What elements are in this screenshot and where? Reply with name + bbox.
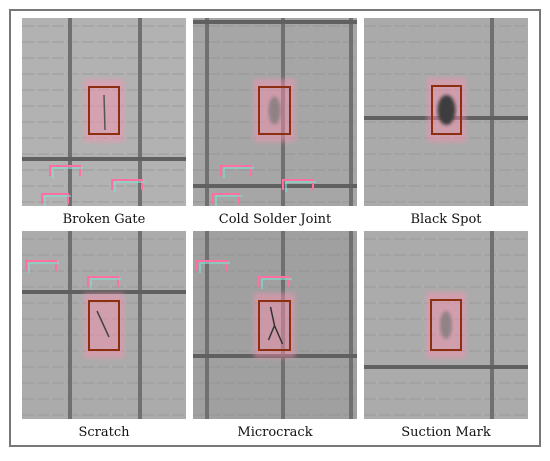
busbar: [68, 231, 72, 419]
small-box: [41, 193, 69, 204]
small-box: [258, 276, 290, 287]
panel: [22, 231, 186, 419]
frame: [9, 9, 541, 447]
defect: [103, 94, 106, 131]
busbar: [193, 184, 357, 188]
busbar: [205, 18, 209, 206]
small-box: [44, 195, 71, 206]
small-box: [285, 181, 316, 192]
small-box: [215, 195, 242, 206]
detection-box: [431, 85, 462, 135]
caption: Broken Gate: [63, 212, 146, 227]
busbar: [22, 290, 186, 294]
busbar: [205, 231, 209, 419]
small-box: [111, 179, 143, 190]
detection-box: [258, 300, 291, 351]
small-box: [87, 276, 119, 287]
defect: [268, 96, 281, 125]
small-box: [282, 179, 314, 190]
defect: [267, 306, 284, 345]
small-box: [199, 262, 230, 273]
defect: [440, 311, 452, 339]
small-box: [49, 165, 81, 176]
small-box: [223, 167, 254, 178]
panel: [364, 231, 528, 419]
panel: [193, 231, 357, 419]
caption: Suction Mark: [401, 425, 491, 440]
defect: [96, 310, 110, 338]
detection-box: [88, 300, 120, 351]
panel: [364, 18, 528, 206]
busbar: [349, 231, 353, 419]
detection-box: [258, 86, 291, 135]
caption: Cold Solder Joint: [219, 212, 332, 227]
busbar: [68, 18, 72, 206]
panel: [22, 18, 186, 206]
caption: Microcrack: [237, 425, 312, 440]
busbar: [490, 18, 494, 206]
busbar: [138, 231, 142, 419]
small-box: [114, 181, 145, 192]
busbar: [22, 157, 186, 161]
small-box: [52, 167, 83, 178]
defect: [437, 95, 456, 125]
small-box: [90, 278, 121, 289]
small-box: [220, 165, 252, 176]
small-box: [196, 260, 228, 271]
detection-box: [430, 299, 462, 351]
busbar: [490, 231, 494, 419]
panel: [193, 18, 357, 206]
busbar: [193, 20, 357, 24]
detection-box: [88, 86, 120, 135]
caption: Scratch: [78, 425, 130, 440]
small-box: [25, 260, 57, 271]
busbar: [138, 18, 142, 206]
small-box: [212, 193, 240, 204]
busbar: [349, 18, 353, 206]
caption: Black Spot: [410, 212, 482, 227]
small-box: [261, 278, 292, 289]
busbar: [364, 365, 528, 369]
small-box: [28, 262, 59, 273]
